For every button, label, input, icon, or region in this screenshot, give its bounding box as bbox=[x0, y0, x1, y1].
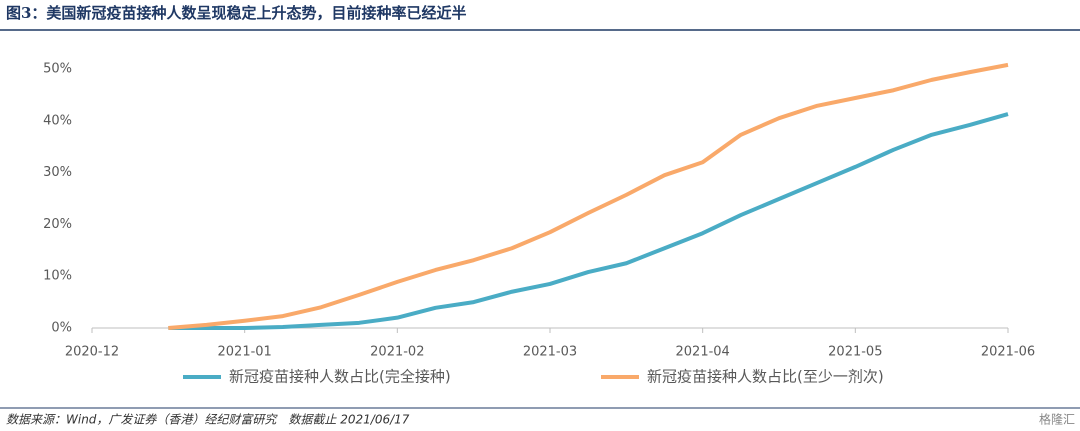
y-tick-label: 0% bbox=[51, 321, 72, 336]
x-tick-label: 2021-01 bbox=[218, 345, 272, 360]
series-line bbox=[168, 112, 1009, 330]
x-tick-label: 2021-02 bbox=[370, 345, 424, 360]
series-line bbox=[168, 62, 1009, 330]
x-tick-label: 2020-12 bbox=[65, 345, 119, 360]
x-tick-label: 2021-03 bbox=[523, 345, 577, 360]
x-tick-label: 2021-04 bbox=[676, 345, 730, 360]
legend-label: 新冠疫苗接种人数占比(至少一剂次) bbox=[647, 368, 884, 386]
y-tick-label: 30% bbox=[43, 165, 72, 180]
y-tick-label: 10% bbox=[43, 269, 72, 284]
source-note: 数据来源：Wind，广发证券（香港）经纪财富研究 数据截止 2021/06/17 bbox=[6, 413, 410, 427]
x-tick-label: 2021-06 bbox=[981, 345, 1035, 360]
y-tick-label: 40% bbox=[43, 113, 72, 128]
y-tick-label: 20% bbox=[43, 217, 72, 232]
chart-title: 图3：美国新冠疫苗接种人数呈现稳定上升态势，目前接种率已经近半 bbox=[6, 4, 466, 22]
x-tick-label: 2021-05 bbox=[828, 345, 882, 360]
legend-label: 新冠疫苗接种人数占比(完全接种) bbox=[229, 368, 451, 386]
y-tick-label: 50% bbox=[43, 62, 72, 77]
watermark: 格隆汇 bbox=[1039, 412, 1075, 427]
